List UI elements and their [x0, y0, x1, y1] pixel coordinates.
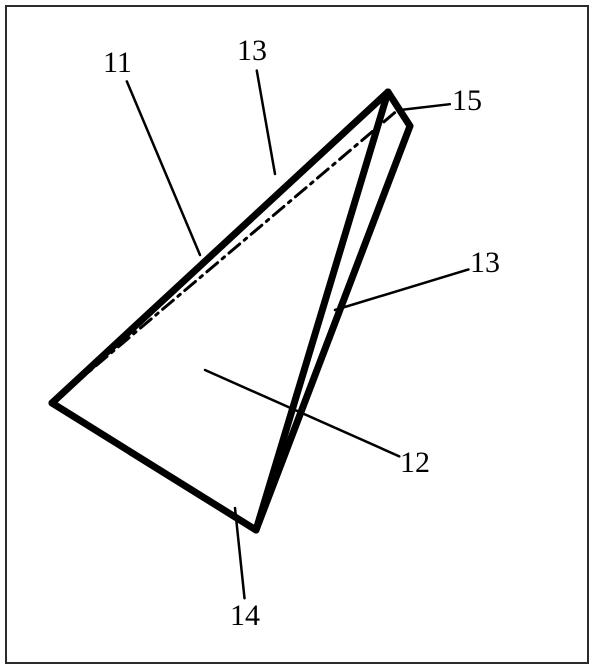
labels: 11 13 15 13 12 14: [103, 34, 500, 632]
edge-B_bottom-D_apex2: [256, 126, 410, 530]
leader-lines: [127, 71, 469, 599]
frame-rect: [6, 6, 588, 663]
label-12: 12: [400, 446, 430, 479]
label-13b: 13: [470, 246, 500, 279]
tetrahedron-edges: [52, 92, 410, 530]
leader-13a: [257, 71, 275, 174]
diagram-svg: 11 13 15 13 12 14: [0, 0, 594, 669]
leader-11: [127, 81, 200, 255]
edge-A_left-B_bottom: [52, 403, 256, 530]
label-11: 11: [103, 46, 132, 79]
label-15: 15: [452, 84, 482, 117]
leader-15: [400, 104, 450, 110]
label-14: 14: [230, 599, 260, 632]
axis-line: [52, 109, 399, 403]
label-13a: 13: [237, 34, 267, 67]
